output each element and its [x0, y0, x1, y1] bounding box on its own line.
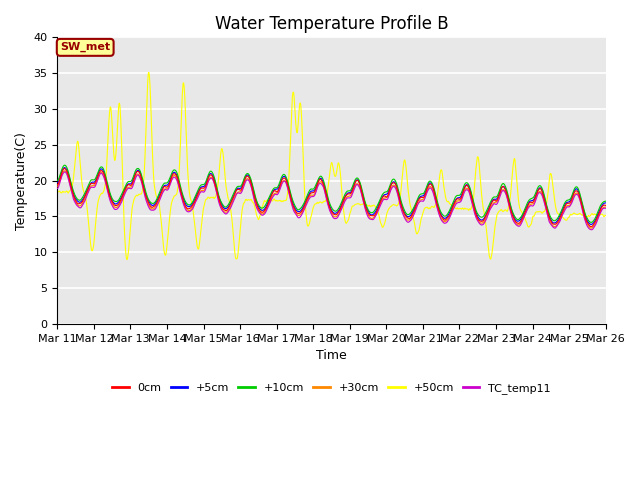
Text: SW_met: SW_met — [60, 42, 110, 52]
X-axis label: Time: Time — [316, 349, 347, 362]
Legend: 0cm, +5cm, +10cm, +30cm, +50cm, TC_temp11: 0cm, +5cm, +10cm, +30cm, +50cm, TC_temp1… — [108, 379, 556, 398]
Y-axis label: Temperature(C): Temperature(C) — [15, 132, 28, 229]
Title: Water Temperature Profile B: Water Temperature Profile B — [214, 15, 449, 33]
